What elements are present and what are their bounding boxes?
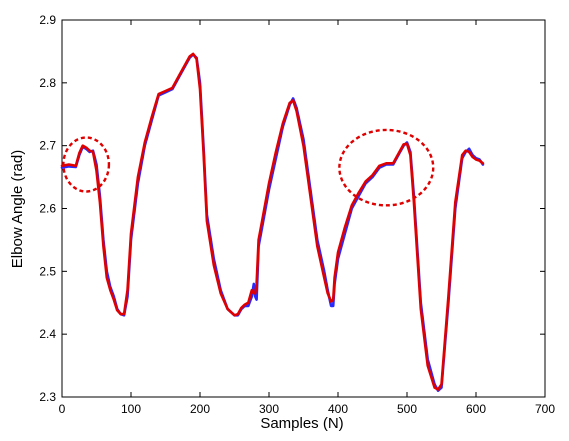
highlight-ellipse-1 <box>62 136 111 193</box>
x-axis-title: Samples (N) <box>260 415 343 432</box>
axes: 0 100 200 300 400 500 600 700 2.3 2.4 2.5 2.6 2.7 2.8… <box>39 13 555 416</box>
x-tick-label: 400 <box>328 402 348 416</box>
y-tick-label: 2.8 <box>39 76 56 90</box>
series-line-2 <box>60 52 485 391</box>
x-tick-label: 700 <box>535 402 555 416</box>
x-tick-label: 100 <box>121 402 141 416</box>
y-axis-title: Elbow Angle (rad) <box>9 150 26 268</box>
x-tick-label: 600 <box>466 402 486 416</box>
x-tick-label: 0 <box>59 402 66 416</box>
y-tick-label: 2.7 <box>39 139 56 153</box>
annotations <box>62 128 435 207</box>
series-group <box>60 52 485 393</box>
highlight-ellipse-2 <box>338 128 435 207</box>
y-tick-label: 2.5 <box>39 264 56 278</box>
x-tick-label: 500 <box>397 402 417 416</box>
y-tick-label: 2.6 <box>39 202 56 216</box>
y-tick-label: 2.3 <box>39 390 56 404</box>
x-tick-label: 300 <box>259 402 279 416</box>
y-tick-label: 2.4 <box>39 327 56 341</box>
series-line-1 <box>60 53 485 393</box>
x-tick-label: 200 <box>190 402 210 416</box>
y-tick-label: 2.9 <box>39 13 56 27</box>
